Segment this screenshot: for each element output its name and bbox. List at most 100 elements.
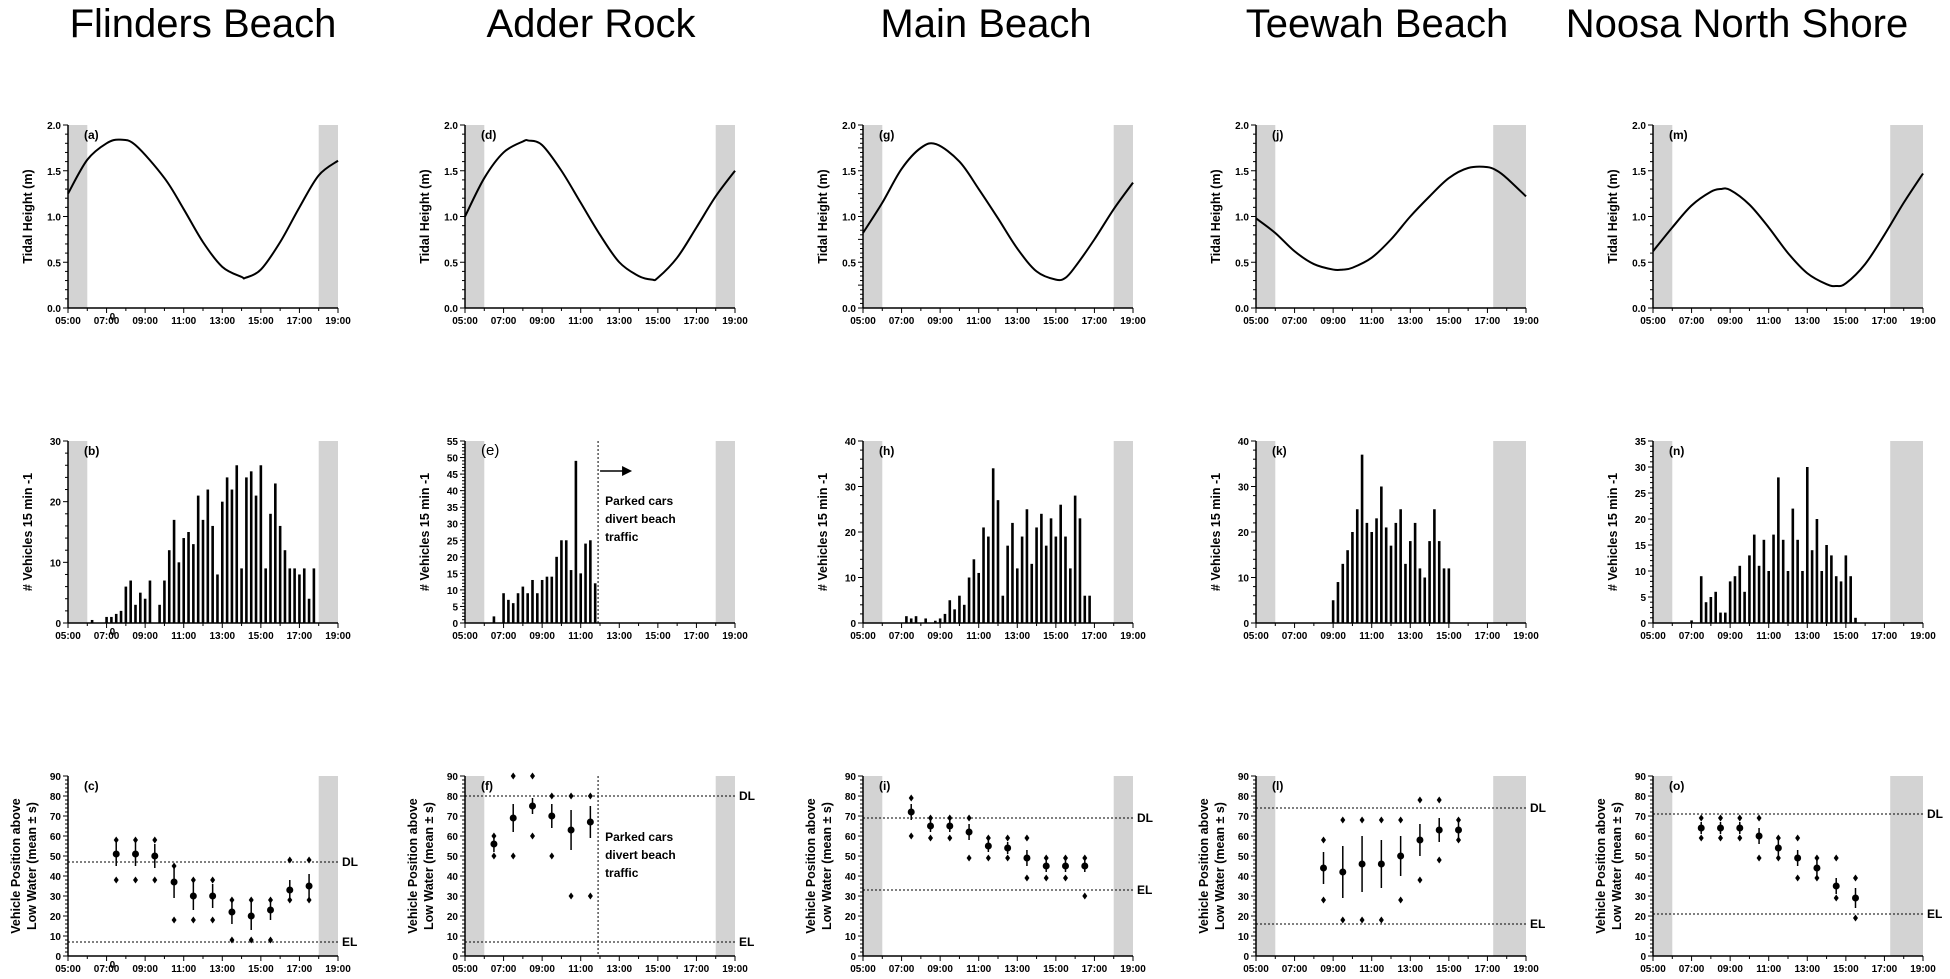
- range-point: [171, 916, 177, 924]
- vehicle-bar: [312, 568, 316, 623]
- range-point: [908, 794, 914, 802]
- vehicle-bar: [206, 489, 210, 623]
- x-tick-label: 07:00: [889, 316, 915, 327]
- y-tick-label: 0.5: [1235, 258, 1249, 269]
- vehicle-bar: [909, 618, 913, 623]
- range-point: [1063, 874, 1068, 882]
- y-axis-label: # Vehicles 15 min -1: [21, 473, 35, 591]
- x-tick-label: 19:00: [1910, 316, 1936, 327]
- x-tick-label: 11:00: [1359, 964, 1384, 975]
- vehicle-bar: [1413, 522, 1417, 623]
- x-tick-label: 17:00: [1872, 316, 1898, 327]
- range-point: [966, 854, 972, 862]
- vehicle-bar: [1437, 541, 1441, 623]
- x-tick-label: 13:00: [1397, 316, 1423, 327]
- vehicle-bar: [1380, 486, 1383, 623]
- x-tick-label: 15:00: [1043, 631, 1069, 642]
- y-tick-label: 10: [1238, 932, 1250, 943]
- y-tick-label: 2.0: [1235, 121, 1249, 132]
- vehicle-bar: [143, 598, 147, 623]
- vehicle-bar: [1049, 518, 1053, 623]
- y-tick-label: 1.0: [47, 213, 61, 224]
- night-shade: [1653, 125, 1673, 308]
- range-point: [1378, 816, 1384, 824]
- range-point: [1795, 874, 1801, 882]
- vehicle-bar: [1389, 545, 1393, 623]
- y-tick-label: 1.0: [1235, 213, 1249, 224]
- x-tick-label: 09:00: [1320, 316, 1346, 327]
- vehicle-bar: [278, 525, 282, 623]
- mean-point: [286, 886, 294, 894]
- mean-point: [1852, 894, 1859, 902]
- range-point: [133, 836, 138, 844]
- column-title-4: Teewah Beach: [1245, 2, 1509, 46]
- mean-point: [209, 892, 217, 900]
- x-tick-label: 13:00: [606, 316, 632, 327]
- vehicle-bar: [536, 593, 539, 623]
- night-shade: [1890, 441, 1923, 623]
- vehicle-bar: [521, 586, 525, 623]
- y-axis-label: Vehicle Position above: [804, 798, 818, 934]
- vehicle-bar: [1699, 576, 1703, 623]
- panel-label: (i): [879, 779, 890, 793]
- x-tick-label: 11:00: [568, 631, 593, 642]
- x-tick-label: 17:00: [1872, 631, 1898, 642]
- tide-line: [862, 142, 1134, 282]
- range-point: [1082, 854, 1088, 862]
- panel-label: (c): [84, 779, 99, 793]
- x-tick-label: 09:00: [1717, 316, 1743, 327]
- y-tick-label: 80: [1635, 792, 1647, 803]
- vehicle-bar: [1442, 568, 1446, 623]
- x-tick-label: 19:00: [722, 316, 748, 327]
- y-tick-label: 35: [1635, 437, 1647, 448]
- x-tick-label: 05:00: [1640, 316, 1666, 327]
- y-tick-label: 20: [447, 912, 459, 923]
- range-point: [1398, 816, 1404, 824]
- x-tick-label: 05:00: [1243, 631, 1269, 642]
- x-tick-label: 11:00: [966, 316, 991, 327]
- vehicle-bar: [114, 613, 118, 623]
- vehicle-bar: [230, 489, 234, 623]
- mean-point: [1774, 844, 1782, 852]
- range-point: [947, 814, 953, 822]
- vehicle-bar: [192, 544, 195, 623]
- x-tick-label: 13:00: [1004, 316, 1030, 327]
- y-tick-label: 1.5: [1632, 167, 1646, 178]
- y-axis-label: # Vehicles 15 min -1: [418, 473, 432, 591]
- vehicle-bar: [1805, 467, 1809, 623]
- range-point: [908, 832, 914, 840]
- range-point: [1436, 796, 1442, 804]
- x-tick-label: 17:00: [1082, 964, 1108, 975]
- y-tick-label: 70: [1238, 812, 1250, 823]
- y-tick-label: 50: [447, 852, 459, 863]
- range-point: [306, 856, 312, 864]
- y-tick-label: 40: [50, 872, 62, 883]
- panel-label: (n): [1669, 444, 1684, 458]
- night-shade: [68, 125, 88, 308]
- y-tick-label: 60: [1635, 832, 1647, 843]
- y-tick-label: 80: [845, 792, 857, 803]
- vehicle-bar: [1423, 577, 1427, 623]
- y-tick-label: 20: [1635, 515, 1647, 526]
- y-tick-label: 20: [845, 912, 857, 923]
- x-tick-label: 17:00: [684, 631, 710, 642]
- vehicle-bar: [182, 538, 186, 623]
- vehicle-bar: [938, 618, 942, 623]
- mean-point: [1042, 862, 1050, 870]
- night-shade: [715, 776, 735, 956]
- x-tick-label: 13:00: [209, 964, 235, 975]
- y-tick-label: 40: [1238, 872, 1250, 883]
- x-tick-label: 07:00: [491, 316, 517, 327]
- mean-point: [228, 908, 236, 916]
- x-tick-label: 13:00: [1794, 316, 1820, 327]
- x-tick-label: 07:00: [1282, 631, 1308, 642]
- x-tick-label: 19:00: [1513, 964, 1539, 975]
- y-tick-label: 10: [50, 558, 62, 569]
- x-tick-label: 05:00: [55, 631, 81, 642]
- tide-line: [1255, 165, 1527, 272]
- panel-label: (f): [481, 779, 493, 793]
- x-tick-label: 05:00: [1243, 964, 1269, 975]
- x-tick-label: 19:00: [1910, 964, 1936, 975]
- x-tick-label: 11:00: [966, 631, 991, 642]
- range-point: [928, 814, 933, 822]
